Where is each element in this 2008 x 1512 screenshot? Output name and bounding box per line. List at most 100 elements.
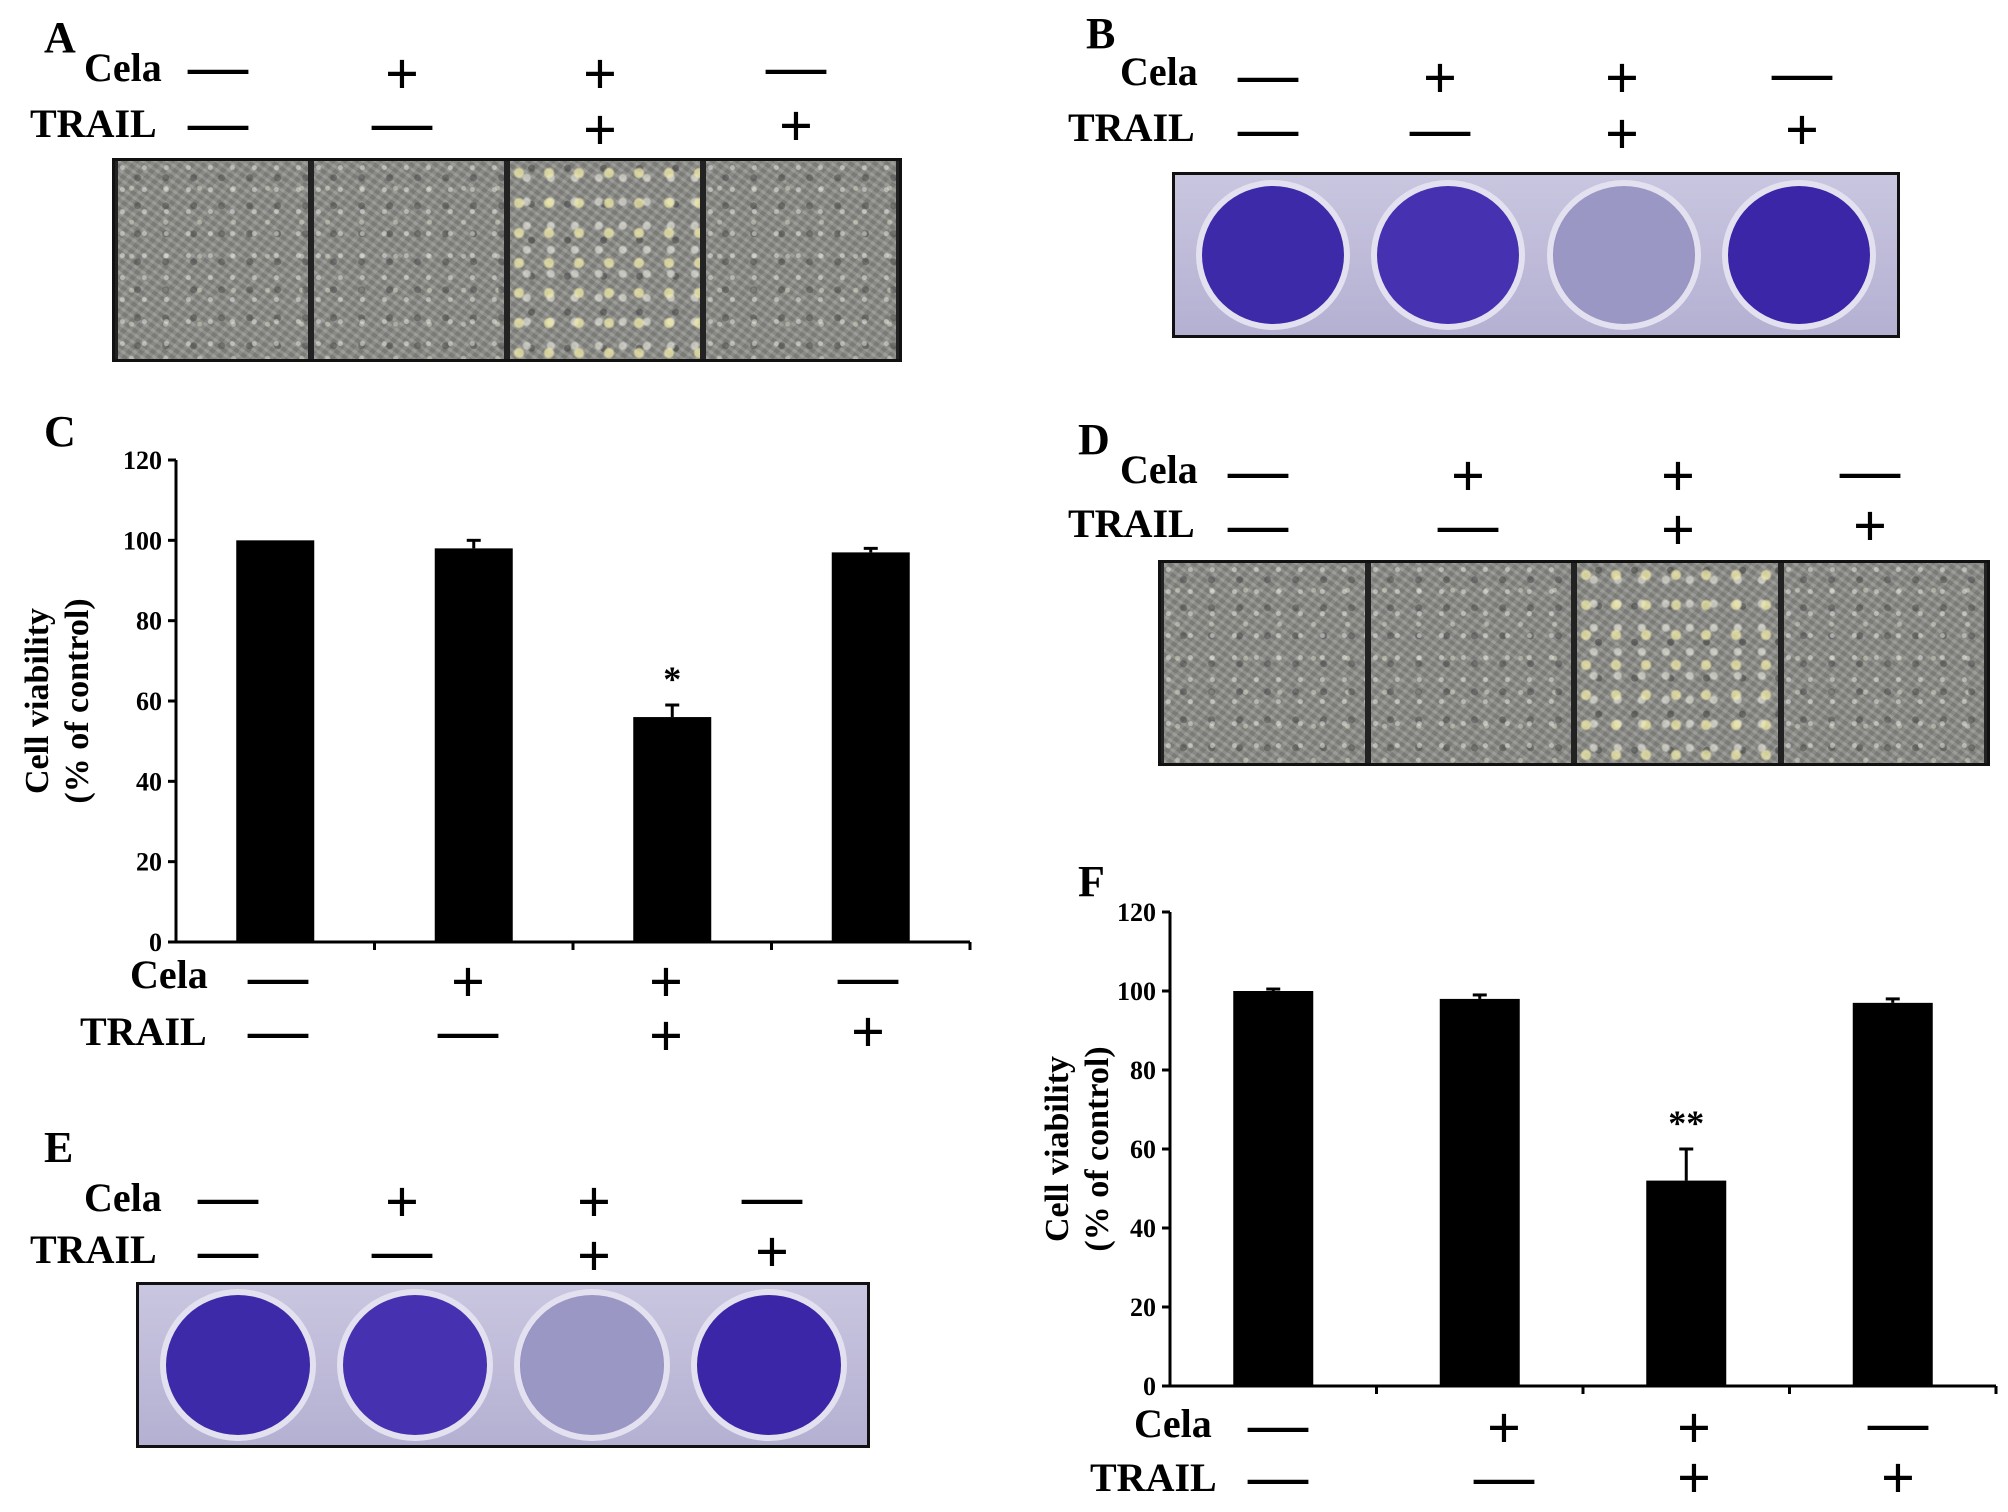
trail-sign: + (1676, 1445, 1712, 1511)
trail-sign: + (1604, 101, 1640, 167)
cela-sign: + (384, 1169, 420, 1235)
trail-label: TRAIL (1090, 1455, 1217, 1500)
cela-sign: + (1450, 443, 1486, 509)
micrograph-strip (112, 158, 902, 362)
panel-letter-e: E (44, 1123, 74, 1172)
crystal-violet-plate (1172, 172, 1900, 338)
y-tick-label: 100 (123, 526, 162, 555)
cela-label: Cela (1134, 1401, 1212, 1446)
stained-well (1195, 180, 1350, 330)
micrograph-image (1370, 563, 1571, 763)
micrograph-image (1783, 563, 1984, 763)
trail-sign: + (778, 93, 814, 159)
trail-sign: — (1438, 491, 1498, 557)
stained-well (336, 1289, 493, 1441)
y-tick-label: 120 (1117, 898, 1156, 927)
trail-sign: + (582, 97, 618, 163)
trail-sign: — (1238, 95, 1298, 161)
trail-sign: + (850, 999, 886, 1065)
trail-label: TRAIL (30, 1227, 157, 1272)
bar-chart-c: 0 20 40 60 80 100 120 * Cell viability (% of cont… (19, 446, 972, 957)
trail-sign: + (1660, 497, 1696, 563)
trail-label: TRAIL (1068, 105, 1195, 150)
y-tick-label: 80 (136, 607, 162, 636)
panel-letter-d: D (1078, 415, 1110, 464)
trail-sign: — (188, 89, 248, 155)
cela-sign: + (450, 949, 486, 1015)
significance-label: ** (1668, 1103, 1704, 1143)
bar (1646, 1180, 1727, 1386)
cela-sign: — (1772, 39, 1832, 105)
y-tick-label: 60 (1130, 1135, 1156, 1164)
micrograph-image (1577, 563, 1778, 763)
trail-sign: + (648, 1003, 684, 1069)
cela-sign: — (248, 943, 308, 1009)
trail-sign: — (372, 1217, 432, 1283)
panel-letter-b: B (1086, 9, 1116, 58)
trail-sign: — (438, 997, 498, 1063)
cela-sign: — (1248, 1391, 1308, 1457)
micrograph-image (706, 161, 896, 359)
trail-label: TRAIL (80, 1009, 207, 1054)
trail-sign: — (1410, 95, 1470, 161)
micrograph-image (314, 161, 504, 359)
panel-letter-a: A (44, 13, 76, 62)
y-axis-label: Cell viability (1039, 1056, 1076, 1242)
bar (633, 717, 712, 942)
cela-sign: + (1660, 443, 1696, 509)
stained-well (1546, 180, 1701, 330)
trail-sign: + (1880, 1445, 1916, 1511)
trail-sign: + (1784, 97, 1820, 163)
y-axis-label: (% of control) (1079, 1046, 1116, 1251)
stained-well (513, 1289, 670, 1441)
bar (236, 540, 315, 942)
stained-well (690, 1289, 847, 1441)
trail-sign: — (1474, 1443, 1534, 1509)
bar (831, 552, 910, 942)
micrograph-strip (1158, 560, 1990, 766)
cela-label: Cela (1120, 49, 1198, 94)
micrograph-image (118, 161, 308, 359)
cela-label: Cela (1120, 447, 1198, 492)
cela-label: Cela (84, 1175, 162, 1220)
panel-letter-f: F (1078, 857, 1105, 906)
y-tick-label: 0 (149, 928, 162, 957)
y-tick-label: 20 (136, 848, 162, 877)
bar (1852, 1002, 1933, 1386)
cela-sign: + (1604, 45, 1640, 111)
stained-well (1371, 180, 1526, 330)
cela-sign: + (582, 41, 618, 107)
micrograph-image (510, 161, 700, 359)
significance-label: * (663, 659, 681, 699)
cela-sign: — (838, 943, 898, 1009)
stained-well (159, 1289, 316, 1441)
bar (1439, 998, 1520, 1386)
y-tick-label: 60 (136, 687, 162, 716)
y-tick-label: 80 (1130, 1056, 1156, 1085)
y-tick-label: 40 (1130, 1214, 1156, 1243)
trail-sign: — (198, 1217, 258, 1283)
cela-sign: — (742, 1163, 802, 1229)
cela-sign: — (198, 1163, 258, 1229)
cela-sign: + (1676, 1395, 1712, 1461)
trail-sign: + (1852, 493, 1888, 559)
panel-letter-c: C (44, 407, 76, 456)
bar (434, 548, 513, 942)
cela-sign: + (384, 41, 420, 107)
y-tick-label: 120 (123, 446, 162, 475)
trail-label: TRAIL (1068, 501, 1195, 546)
micrograph-image (1164, 563, 1365, 763)
cela-sign: — (1228, 437, 1288, 503)
cela-sign: + (1422, 45, 1458, 111)
cela-sign: + (1486, 1395, 1522, 1461)
bar (1233, 991, 1314, 1386)
y-axis-label: Cell viability (19, 608, 56, 794)
y-tick-label: 0 (1143, 1372, 1156, 1401)
y-tick-label: 20 (1130, 1293, 1156, 1322)
crystal-violet-plate (136, 1282, 870, 1448)
cela-sign: — (1868, 1389, 1928, 1455)
y-tick-label: 100 (1117, 977, 1156, 1006)
cela-sign: + (576, 1169, 612, 1235)
trail-sign: + (754, 1219, 790, 1285)
cela-sign: — (188, 33, 248, 99)
